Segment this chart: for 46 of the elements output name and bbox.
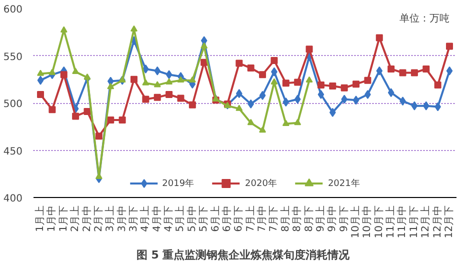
legend-label: 2021年: [328, 178, 360, 190]
x-tick-label: 5月上: [174, 205, 186, 232]
x-tick-label: 9月中: [326, 205, 338, 232]
x-tick-label: 1月中: [46, 205, 58, 232]
x-tick-label: 11月上: [384, 205, 397, 238]
x-tick-label: 1月上: [34, 205, 46, 232]
x-tick-label: 3月上: [104, 205, 116, 232]
y-tick-label: 400: [3, 194, 23, 204]
x-tick-label: 10月上: [350, 205, 362, 238]
annotation: 单位：万吨: [399, 12, 450, 24]
y-tick-label: 550: [3, 52, 23, 63]
x-tick-label: 6月下: [234, 205, 245, 232]
x-tick-label: 5月下: [198, 205, 210, 232]
x-tick-label: 4月中: [150, 205, 163, 232]
x-tick-label: 10月中: [361, 205, 374, 238]
x-tick-label: 6月上: [209, 205, 222, 232]
x-tick-label: 3月下: [128, 205, 140, 232]
legend-label: 2020年: [245, 178, 277, 190]
x-tick-label: 3月中: [116, 205, 128, 232]
x-tick-label: 8月下: [304, 205, 315, 232]
x-tick-label: 8月上: [279, 205, 292, 232]
x-tick-label: 9月上: [314, 205, 326, 232]
x-tick-label: 7月下: [268, 205, 280, 232]
x-tick-label: 8月中: [291, 205, 304, 232]
x-tick-label: 2月上: [69, 205, 82, 232]
x-tick-label: 12月上: [420, 205, 432, 238]
x-tick-label: 10月下: [374, 205, 385, 238]
x-tick-label: 9月下: [338, 205, 350, 232]
x-tick-label: 1月下: [58, 205, 70, 232]
x-tick-label: 4月上: [139, 205, 152, 232]
x-tick-label: 6月中: [220, 205, 233, 232]
x-tick-label: 2月中: [80, 205, 93, 232]
y-tick-label: 600: [3, 4, 23, 16]
legend-label: 2019年: [162, 178, 194, 190]
x-tick-label: 7月上: [244, 205, 256, 232]
y-tick-label: 500: [3, 99, 23, 110]
x-tick-label: 11月下: [408, 205, 420, 238]
text: 图 5 重点监测钢焦企业炼焦煤旬度消耗情况: [136, 248, 351, 262]
y-tick-label: 450: [3, 146, 23, 158]
x-tick-label: 12月中: [431, 205, 444, 238]
x-tick-label: 11月中: [396, 205, 408, 238]
x-tick-label: 4月下: [164, 205, 175, 232]
x-tick-label: 5月中: [186, 205, 198, 232]
x-tick-label: 12月下: [444, 205, 455, 238]
x-tick-label: 7月中: [256, 205, 268, 232]
x-tick-label: 2月下: [93, 205, 104, 232]
